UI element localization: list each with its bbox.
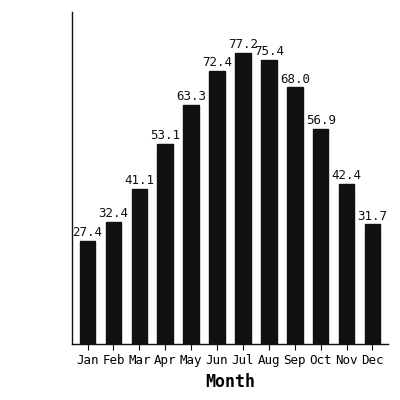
Bar [132,189,147,344]
Text: 75.4: 75.4 [254,45,284,58]
Bar [287,88,302,344]
Text: 27.4: 27.4 [72,226,102,239]
Bar [235,53,251,344]
X-axis label: Month: Month [205,373,255,391]
Text: 42.4: 42.4 [332,169,362,182]
Text: 41.1: 41.1 [124,174,154,187]
Bar [365,224,380,344]
Bar [183,105,199,344]
Bar [158,144,173,344]
Bar [261,60,277,344]
Text: 56.9: 56.9 [306,114,336,128]
Text: 72.4: 72.4 [202,56,232,69]
Text: 32.4: 32.4 [98,207,128,220]
Text: 68.0: 68.0 [280,72,310,86]
Bar [80,241,95,344]
Bar [339,184,354,344]
Bar [209,71,225,344]
Text: 53.1: 53.1 [150,129,180,142]
Text: 63.3: 63.3 [176,90,206,103]
Bar [313,129,328,344]
Text: 31.7: 31.7 [358,210,388,222]
Bar [106,222,121,344]
Text: 77.2: 77.2 [228,38,258,51]
